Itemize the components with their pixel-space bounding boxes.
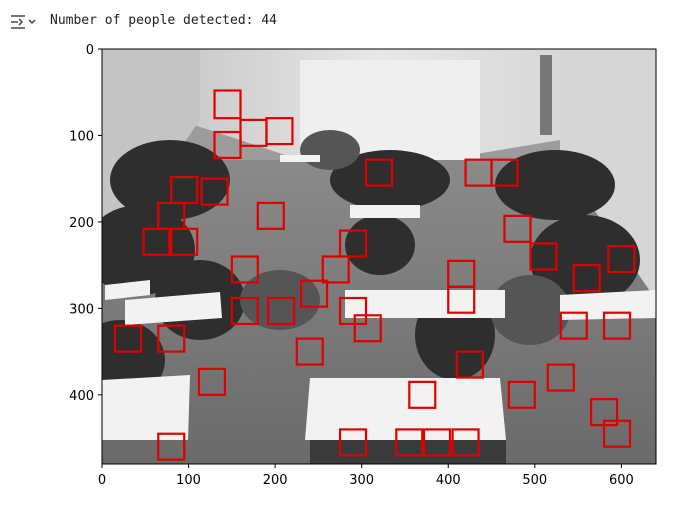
detection-box: [602, 311, 632, 340]
x-tick-label: 200: [263, 473, 288, 488]
x-tick-label: 400: [436, 473, 461, 488]
detection-box: [422, 428, 452, 457]
detection-box: [256, 201, 285, 230]
detection-box: [408, 380, 437, 409]
detection-box: [200, 177, 229, 206]
detection-box: [157, 432, 186, 461]
detection-box: [364, 158, 394, 187]
x-tick-label: 600: [609, 473, 634, 488]
detection-box: [529, 242, 558, 271]
detection-box: [338, 428, 368, 457]
x-axis: 0 100 200 300 400 500 600: [98, 464, 634, 488]
detection-box: [267, 296, 296, 326]
detection-box: [451, 428, 480, 457]
detection-box: [230, 296, 259, 326]
detection-box: [607, 245, 636, 274]
detection-box: [230, 255, 259, 284]
detection-box: [559, 311, 588, 340]
x-tick-label: 0: [98, 473, 106, 488]
detection-box: [490, 158, 519, 187]
detection-box: [295, 337, 324, 366]
detection-box: [507, 380, 536, 409]
detection-box: [572, 264, 601, 293]
detection-box: [265, 117, 294, 146]
detection-box: [338, 296, 368, 326]
detection-box: [142, 227, 171, 256]
plot-frame: [101, 48, 657, 465]
x-tick-label: 500: [522, 473, 547, 488]
detection-box: [113, 324, 143, 353]
y-tick-label: 0: [86, 43, 94, 58]
detection-box: [447, 285, 476, 314]
detection-box: [395, 428, 424, 457]
detection-box: [157, 324, 186, 353]
y-axis: 0 100 200 300 400: [69, 43, 102, 404]
detection-boxes: [113, 89, 636, 461]
detection-box: [602, 419, 632, 448]
x-tick-label: 300: [349, 473, 374, 488]
detection-box: [503, 214, 532, 243]
detection-box: [546, 363, 575, 392]
detection-box: [197, 367, 227, 396]
detection-box: [353, 314, 382, 343]
y-tick-label: 100: [69, 129, 94, 144]
output-collapse-icon[interactable]: [8, 12, 38, 32]
detection-box: [455, 350, 484, 379]
detection-box: [338, 229, 368, 258]
y-tick-label: 300: [69, 302, 94, 317]
y-tick-label: 400: [69, 389, 94, 404]
detection-figure: 0 100 200 300 400 500 600 0 100 200 300 400: [69, 43, 657, 488]
y-tick-label: 200: [69, 216, 94, 231]
detection-box: [170, 227, 199, 256]
x-tick-label: 100: [176, 473, 201, 488]
detection-box: [321, 255, 350, 284]
detection-box: [213, 89, 242, 120]
output-text: Number of people detected: 44: [50, 13, 277, 28]
classroom-photo: [102, 49, 656, 464]
detection-box: [299, 279, 329, 308]
